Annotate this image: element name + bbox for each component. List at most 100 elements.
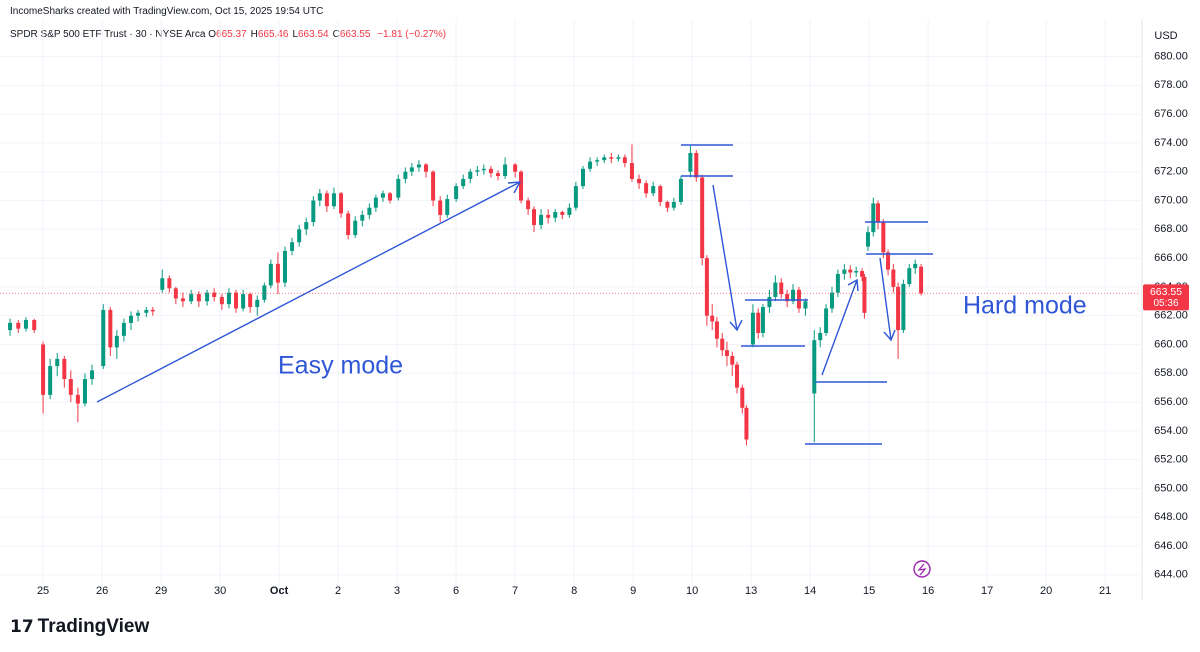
annotation: Easy mode bbox=[278, 352, 403, 380]
candle-body bbox=[785, 294, 790, 302]
x-tick-label: Oct bbox=[270, 585, 289, 597]
candle-body bbox=[121, 322, 126, 336]
candle-body bbox=[865, 232, 870, 247]
candle-body bbox=[32, 320, 37, 331]
candle-body bbox=[818, 332, 823, 341]
candle-body bbox=[331, 193, 336, 207]
ohlc: O665.37 H665.46 L663.54 C663.55 bbox=[208, 29, 374, 40]
x-tick-label: 30 bbox=[214, 585, 226, 597]
candle-body bbox=[704, 258, 709, 316]
x-tick-label: 14 bbox=[804, 585, 816, 597]
ohlc-value: 665.37 bbox=[216, 29, 247, 40]
candle-body bbox=[488, 168, 493, 174]
x-tick-label: 6 bbox=[453, 585, 459, 597]
candle-body bbox=[539, 214, 544, 225]
candle-body bbox=[241, 294, 246, 309]
candle-body bbox=[297, 229, 302, 243]
x-tick-label: 21 bbox=[1099, 585, 1111, 597]
candle-body bbox=[317, 193, 322, 201]
ohlc-label: O bbox=[208, 29, 217, 40]
y-tick-label: 662.00 bbox=[1154, 310, 1188, 322]
candle-body bbox=[283, 250, 287, 283]
candle-body bbox=[730, 355, 735, 365]
y-tick-label: 644.00 bbox=[1154, 569, 1188, 581]
alert-bolt bbox=[917, 563, 927, 576]
drawings bbox=[96, 144, 933, 445]
candle-body bbox=[481, 168, 486, 171]
candle-body bbox=[767, 296, 772, 308]
candle-body bbox=[373, 197, 378, 208]
candle-body bbox=[588, 161, 593, 169]
candle-body bbox=[779, 282, 784, 295]
x-tick-label: 25 bbox=[37, 585, 49, 597]
candle-body bbox=[860, 271, 865, 277]
alert-icon[interactable] bbox=[913, 560, 931, 578]
candle-body bbox=[688, 152, 693, 172]
candle-body bbox=[573, 186, 578, 208]
x-tick-label: 2 bbox=[335, 585, 341, 597]
candle-body bbox=[553, 212, 558, 218]
candle-body bbox=[136, 312, 141, 316]
x-tick-label: 3 bbox=[394, 585, 400, 597]
y-tick-label: 680.00 bbox=[1154, 50, 1188, 62]
candle-body bbox=[108, 309, 113, 348]
candle-body bbox=[560, 212, 565, 215]
candles bbox=[8, 144, 924, 446]
candle-body bbox=[714, 321, 719, 339]
candle-body bbox=[829, 292, 834, 309]
x-tick-label: 7 bbox=[512, 585, 518, 597]
candle-body bbox=[468, 171, 473, 179]
x-tick-label: 26 bbox=[96, 585, 108, 597]
candle-body bbox=[496, 173, 501, 177]
candle-body bbox=[339, 193, 344, 214]
candle-body bbox=[637, 178, 642, 184]
ohlc-label: L bbox=[292, 29, 298, 40]
x-tick-label: 15 bbox=[863, 585, 875, 597]
x-tick-label: 9 bbox=[630, 585, 636, 597]
candle-body bbox=[304, 222, 309, 230]
candle-body bbox=[876, 203, 881, 223]
candle-body bbox=[431, 171, 436, 201]
candle-body bbox=[665, 201, 670, 208]
candle-body bbox=[519, 171, 524, 201]
ohlc-label: H bbox=[250, 29, 258, 40]
candle-body bbox=[424, 164, 429, 172]
candle-body bbox=[248, 294, 253, 308]
candle-body bbox=[114, 335, 119, 348]
logo-text: TradingView bbox=[37, 616, 150, 637]
candle-body bbox=[842, 269, 847, 274]
candle-body bbox=[891, 269, 896, 287]
candle-body bbox=[416, 164, 421, 168]
y-tick-label: 676.00 bbox=[1154, 108, 1188, 120]
candle-body bbox=[567, 207, 572, 215]
candle-body bbox=[353, 220, 358, 236]
move-arrow bbox=[712, 184, 738, 331]
candle-body bbox=[532, 209, 537, 225]
candle-body bbox=[23, 320, 28, 329]
candle-body bbox=[546, 214, 551, 218]
candle-body bbox=[658, 186, 663, 202]
candle-body bbox=[454, 186, 459, 200]
candle-body bbox=[90, 370, 95, 380]
candle-body bbox=[360, 214, 365, 221]
candle-body bbox=[409, 167, 414, 172]
candle-body bbox=[475, 170, 480, 172]
candle-body bbox=[189, 294, 194, 302]
candle-body bbox=[75, 394, 80, 404]
candle-body bbox=[16, 322, 21, 329]
candle-body bbox=[913, 263, 918, 269]
x-tick-label: 20 bbox=[1040, 585, 1052, 597]
y-tick-label: 650.00 bbox=[1154, 482, 1188, 494]
candle-body bbox=[150, 309, 155, 312]
candle-body bbox=[773, 282, 778, 297]
ohlc-label: C bbox=[332, 29, 340, 40]
x-tick-label: 13 bbox=[745, 585, 757, 597]
candle-body bbox=[854, 271, 859, 273]
candle-body bbox=[848, 269, 853, 273]
logo: 𝟭𝟳 TradingView bbox=[10, 616, 149, 638]
candle-body bbox=[388, 193, 393, 201]
candle-body bbox=[180, 298, 185, 302]
change: −1.81 (−0.27%) bbox=[377, 29, 447, 40]
candle-body bbox=[82, 379, 87, 404]
